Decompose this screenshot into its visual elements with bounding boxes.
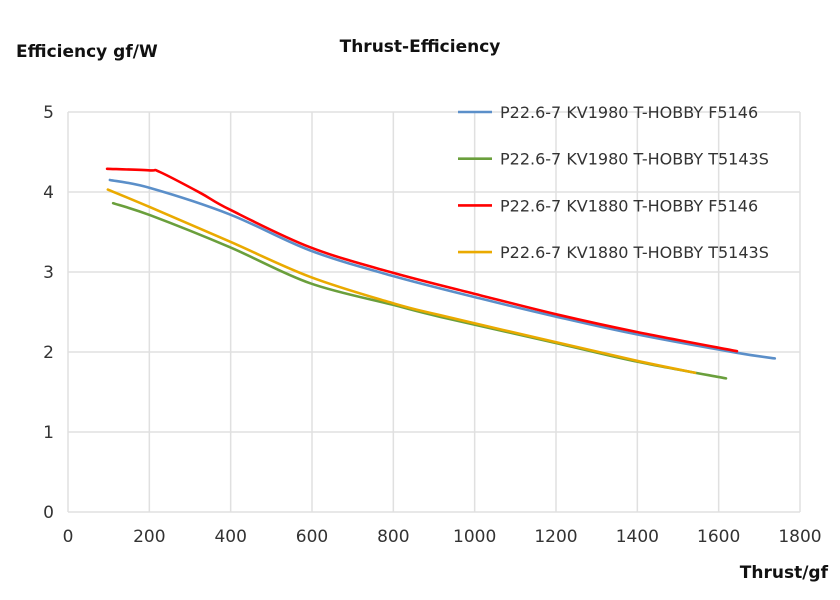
x-axis-label: Thrust/gf: [739, 563, 828, 583]
x-tick-label: 200: [133, 527, 165, 547]
legend-label-2: P22.6-7 KV1980 T-HOBBY T5143S: [500, 150, 769, 169]
legend-label-3: P22.6-7 KV1880 T-HOBBY F5146: [500, 196, 758, 215]
series-line-3: [105, 167, 739, 353]
x-tick-label: 0: [63, 527, 74, 547]
x-tick-label: 600: [296, 527, 328, 547]
x-tick-label: 1600: [697, 527, 740, 547]
series-line-4: [106, 188, 697, 375]
x-tick-label: 1400: [616, 527, 659, 547]
x-tick-label: 800: [377, 527, 409, 547]
x-tick-label: 400: [214, 527, 246, 547]
legend-label-1: P22.6-7 KV1980 T-HOBBY F5146: [500, 103, 758, 122]
chart-title: Thrust-Efficiency: [339, 37, 501, 57]
y-tick-label: 5: [43, 103, 54, 123]
legend-label-4: P22.6-7 KV1880 T-HOBBY T5143S: [500, 243, 769, 262]
series-line-1: [108, 178, 777, 360]
y-axis-label: Efficiency gf/W: [16, 42, 158, 62]
x-tick-label: 1200: [534, 527, 577, 547]
y-tick-label: 0: [43, 503, 54, 523]
y-tick-label: 3: [43, 263, 54, 283]
x-tick-label: 1800: [778, 527, 821, 547]
y-tick-label: 1: [43, 423, 54, 443]
y-tick-label: 2: [43, 343, 54, 363]
x-tick-label: 1000: [453, 527, 496, 547]
y-tick-label: 4: [43, 183, 54, 203]
